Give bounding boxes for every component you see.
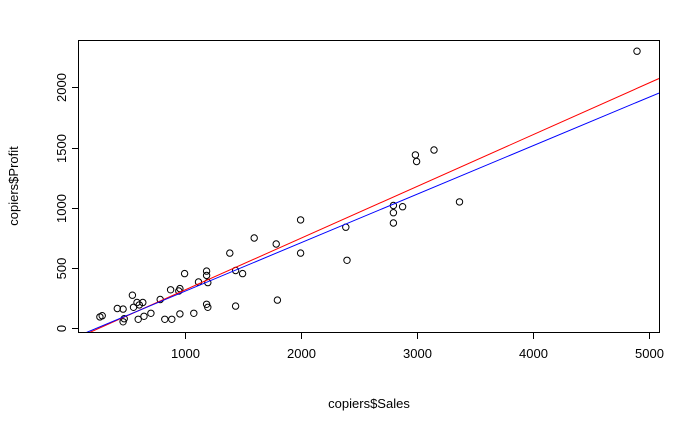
data-point [166,286,175,294]
data-point [202,271,211,280]
data-point [134,315,142,323]
data-point [202,267,211,275]
x-tick-label: 5000 [635,346,664,361]
y-tick-label: 2000 [54,73,69,102]
data-point [119,305,127,313]
data-point [296,216,305,224]
data-point [226,249,234,257]
data-point [398,203,407,211]
data-point [139,298,147,307]
data-point [412,157,421,166]
y-tick-label: 500 [54,258,69,280]
regression-line-red [89,78,659,332]
data-point [389,209,398,217]
plot-frame [78,40,660,333]
data-point [430,146,438,154]
y-axis: 0 500 1000 1500 2000 [54,73,79,332]
x-axis-label: copiers$Sales [328,396,410,411]
data-point [389,219,398,227]
points-layer [96,47,641,326]
data-point [98,312,106,320]
data-point [296,249,305,257]
x-tick-label: 4000 [519,346,548,361]
data-point [272,240,280,248]
data-point [250,234,258,242]
data-point [231,302,240,310]
data-point [161,315,169,323]
data-point [133,298,141,307]
fit-lines-layer [86,78,659,332]
data-point [190,309,198,317]
data-point [147,309,155,317]
data-point [273,296,282,304]
data-point [633,47,641,55]
data-point [128,291,137,299]
data-point [176,310,184,318]
data-point [455,198,464,206]
x-tick-label: 2000 [287,346,316,361]
y-tick-label: 1000 [54,194,69,223]
data-point [119,318,127,326]
data-point [113,304,122,313]
x-axis: 1000 2000 3000 4000 5000 [171,332,664,361]
y-axis-label: copiers$Profit [6,146,21,226]
data-point [411,151,420,159]
x-tick-label: 3000 [403,346,432,361]
data-point [168,315,176,323]
y-tick-label: 1500 [54,134,69,163]
data-point [238,269,247,278]
data-point [204,303,212,311]
regression-line-blue [86,92,659,332]
data-point [140,312,148,320]
y-tick-label: 0 [54,325,69,332]
data-point [180,269,189,278]
data-point [343,256,351,264]
x-tick-label: 1000 [171,346,200,361]
